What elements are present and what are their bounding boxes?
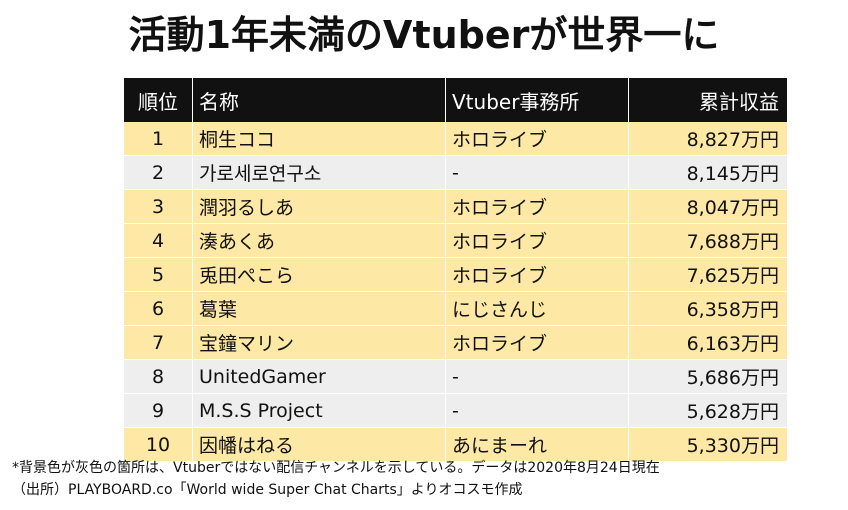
cell-name: 宝鐘マリン — [192, 325, 446, 360]
cell-name: M.S.S Project — [192, 393, 446, 428]
cell-name: 桐生ココ — [192, 122, 446, 156]
header-name: 名称 — [192, 78, 446, 122]
cell-revenue: 8,047万円 — [628, 189, 788, 224]
table-row: 5 兎田ぺこら ホロライブ 7,625万円 — [124, 257, 788, 292]
cell-name: 兎田ぺこら — [192, 257, 446, 292]
table-row: 7 宝鐘マリン ホロライブ 6,163万円 — [124, 325, 788, 360]
cell-revenue: 5,686万円 — [628, 359, 788, 394]
footnote-source: （出所）PLAYBOARD.co「World wide Super Chat C… — [12, 482, 523, 498]
table-row: 9 M.S.S Project -5,628万円 — [124, 393, 788, 428]
cell-revenue: 6,358万円 — [628, 291, 788, 326]
cell-name: 潤羽るしあ — [192, 189, 446, 224]
cell-name: 因幡はねる — [192, 427, 446, 462]
table-row: 1 桐生ココ ホロライブ 8,827万円 — [124, 122, 788, 156]
cell-revenue: 7,625万円 — [628, 257, 788, 292]
ranking-table: 順位 名称 Vtuber事務所 累計収益 1 桐生ココ ホロライブ 8,827万円 2 가… — [124, 78, 788, 462]
cell-rank: 5 — [124, 257, 193, 292]
cell-name: UnitedGamer — [192, 359, 446, 394]
cell-rank: 2 — [124, 155, 193, 190]
cell-rank: 3 — [124, 189, 193, 224]
page-title: 活動1年未満のVtuberが世界一に — [128, 13, 720, 57]
cell-name: 葛葉 — [192, 291, 446, 326]
cell-agency: - — [445, 393, 629, 428]
cell-agency: ホロライブ — [445, 122, 629, 156]
table-row: 10 因幡はねる あにまーれ 5,330万円 — [124, 427, 788, 462]
cell-agency: ホロライブ — [445, 257, 629, 292]
cell-revenue: 8,145万円 — [628, 155, 788, 190]
table-row: 8 UnitedGamer -5,686万円 — [124, 359, 788, 394]
table-row: 4 湊あくあ ホロライブ 7,688万円 — [124, 223, 788, 258]
cell-rank: 1 — [124, 122, 193, 156]
header-agency: Vtuber事務所 — [445, 78, 629, 122]
cell-name: 가로세로연구소 — [192, 155, 446, 190]
table-row: 3 潤羽るしあ ホロライブ 8,047万円 — [124, 189, 788, 224]
cell-agency: あにまーれ — [445, 427, 629, 462]
cell-rank: 6 — [124, 291, 193, 326]
cell-rank: 10 — [124, 427, 193, 462]
cell-rank: 9 — [124, 393, 193, 428]
footnote: *背景色が灰色の箇所は、Vtuberではない配信チャンネルを示している。データは… — [12, 457, 842, 501]
cell-rank: 4 — [124, 223, 193, 258]
table-row: 6 葛葉 にじさんじ 6,358万円 — [124, 291, 788, 326]
table-row: 2 가로세로연구소 -8,145万円 — [124, 155, 788, 190]
cell-agency: ホロライブ — [445, 223, 629, 258]
table-header-row: 順位 名称 Vtuber事務所 累計収益 — [124, 78, 788, 122]
header-revenue: 累計収益 — [628, 78, 788, 122]
cell-agency: ホロライブ — [445, 189, 629, 224]
cell-agency: にじさんじ — [445, 291, 629, 326]
cell-revenue: 5,330万円 — [628, 427, 788, 462]
cell-agency: - — [445, 359, 629, 394]
cell-revenue: 8,827万円 — [628, 122, 788, 156]
cell-name: 湊あくあ — [192, 223, 446, 258]
footnote-note: *背景色が灰色の箇所は、Vtuberではない配信チャンネルを示している。データは… — [12, 460, 660, 476]
cell-agency: ホロライブ — [445, 325, 629, 360]
cell-revenue: 6,163万円 — [628, 325, 788, 360]
cell-rank: 7 — [124, 325, 193, 360]
header-rank: 順位 — [124, 78, 193, 122]
cell-revenue: 7,688万円 — [628, 223, 788, 258]
cell-agency: - — [445, 155, 629, 190]
cell-revenue: 5,628万円 — [628, 393, 788, 428]
cell-rank: 8 — [124, 359, 193, 394]
